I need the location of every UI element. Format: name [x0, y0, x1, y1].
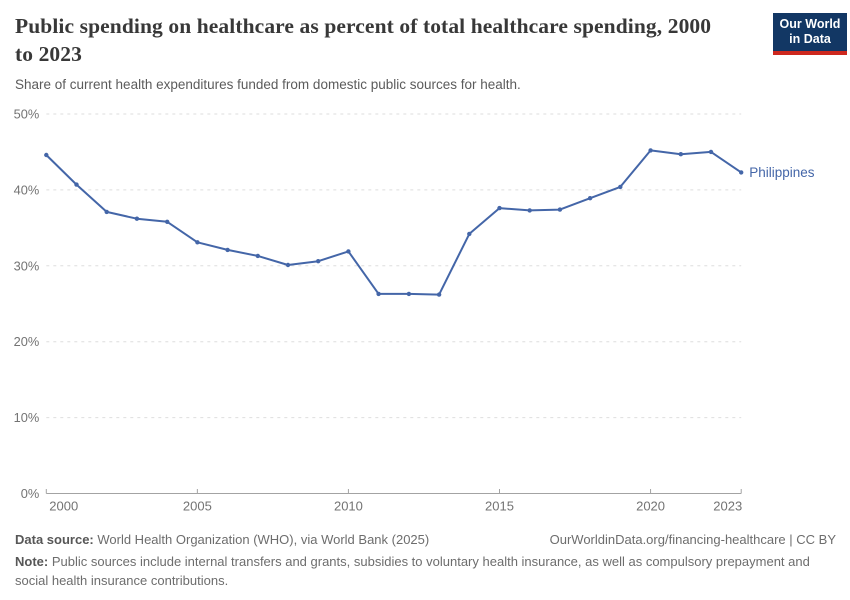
y-axis-tick-label: 30%: [14, 258, 40, 273]
data-point[interactable]: [44, 152, 49, 158]
x-axis-tick-label: 2023: [713, 499, 742, 514]
data-point[interactable]: [739, 170, 744, 175]
data-point[interactable]: [104, 209, 109, 215]
data-point[interactable]: [467, 231, 472, 237]
y-axis-tick-label: 0%: [21, 486, 40, 501]
data-point[interactable]: [648, 148, 653, 153]
y-axis-tick-label: 50%: [14, 107, 40, 122]
data-point[interactable]: [255, 253, 260, 259]
line-chart[interactable]: 0% 10% 20% 30% 40% 50% 2000 2005 2010 2015 2020 202…: [0, 0, 850, 525]
x-axis-tick-label: 2015: [485, 499, 514, 514]
owid-citation-link[interactable]: OurWorldinData.org/financing-healthcare …: [549, 532, 836, 547]
data-point[interactable]: [557, 207, 563, 212]
data-point[interactable]: [195, 240, 200, 245]
data-source-label: Data source:: [15, 532, 94, 547]
data-point[interactable]: [406, 291, 412, 297]
data-point[interactable]: [708, 149, 714, 155]
chart-note: Note: Public sources include internal tr…: [15, 553, 836, 591]
plot-line[interactable]: [45, 149, 743, 296]
series-end-label[interactable]: Philippines: [749, 165, 815, 180]
data-point[interactable]: [165, 219, 170, 224]
data-point[interactable]: [134, 216, 140, 221]
data-point[interactable]: [678, 152, 683, 157]
data-point[interactable]: [376, 291, 381, 297]
y-axis-tick-label: 40%: [14, 182, 40, 197]
data-source-text: World Health Organization (WHO), via Wor…: [93, 532, 430, 547]
note-label: Note:: [15, 553, 49, 569]
x-axis-tick-label: 2005: [183, 499, 212, 514]
data-point[interactable]: [74, 182, 79, 187]
owid-logo-line1: Our World: [779, 17, 841, 31]
data-point[interactable]: [316, 259, 321, 264]
x-axis-tick-label: 2010: [334, 499, 363, 514]
data-point[interactable]: [436, 292, 442, 297]
y-axis-tick-label: 10%: [14, 410, 40, 425]
data-source: Data source: World Health Organization (…: [15, 531, 429, 550]
chart-subtitle: Share of current health expenditures fun…: [15, 76, 521, 92]
data-point[interactable]: [587, 196, 593, 201]
data-point[interactable]: [225, 247, 230, 253]
chart-footer: Data source: World Health Organization (…: [15, 531, 836, 591]
data-point[interactable]: [285, 262, 291, 268]
data-point[interactable]: [346, 249, 351, 254]
y-axis-tick-label: 20%: [14, 334, 40, 349]
chart-title: Public spending on healthcare as percent…: [15, 14, 712, 66]
data-point[interactable]: [527, 208, 532, 213]
x-axis-tick-label: 2000: [49, 499, 78, 514]
note-text: Public sources include internal transfer…: [15, 553, 810, 588]
x-axis-tick-label: 2020: [636, 499, 665, 514]
data-point[interactable]: [618, 184, 623, 190]
chart-header: Public spending on healthcare as percent…: [15, 13, 765, 94]
owid-logo[interactable]: Our World in Data: [773, 13, 847, 55]
data-point[interactable]: [497, 205, 502, 211]
owid-logo-line2: in Data: [789, 32, 831, 47]
